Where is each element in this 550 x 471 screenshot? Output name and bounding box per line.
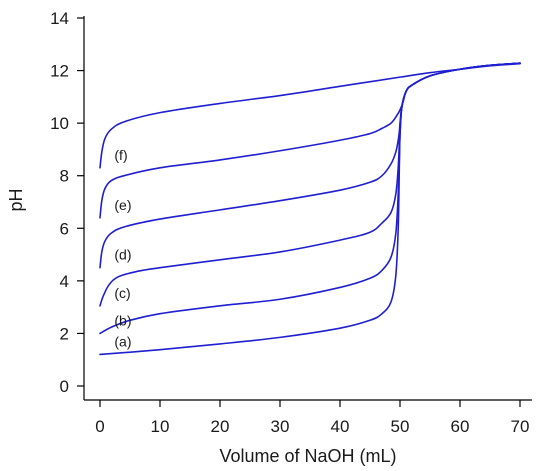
x-tick-label: 50 [391,417,410,436]
y-tick-label: 6 [60,219,69,238]
y-tick-label: 8 [60,167,69,186]
y-tick-label: 4 [60,272,69,291]
curve-c [99,62,521,307]
curve-a [99,62,521,356]
y-tick-label: 10 [50,114,69,133]
curves [99,62,521,356]
curve-label-f: (f) [114,147,127,163]
y-tick-label: 12 [50,62,69,81]
curve-label-b: (b) [114,312,131,328]
y-tick-label: 2 [60,324,69,343]
x-tick-label: 40 [331,417,350,436]
y-tick-label: 14 [50,9,69,28]
curve-f [99,62,521,169]
x-tick-label: 0 [95,417,104,436]
curve-b [99,62,521,335]
x-tick-label: 30 [271,417,290,436]
x-tick-label: 70 [511,417,530,436]
curve-label-e: (e) [114,197,131,213]
x-tick-label: 60 [451,417,470,436]
curve-e [99,62,521,219]
curve-d [99,62,521,269]
y-tick-label: 0 [60,377,69,396]
curve-label-a: (a) [114,333,131,349]
curve-labels: (a) (b) (c) (d) (e) (f) [114,147,131,350]
curve-label-d: (d) [114,247,131,263]
x-axis-label: Volume of NaOH (mL) [219,446,396,466]
curve-label-c: (c) [114,285,130,301]
x-tick-label: 10 [151,417,170,436]
ticks: 0 10 20 30 40 50 60 70 0 2 4 6 8 10 12 14 [50,9,529,436]
y-axis-label: pH [6,188,26,211]
axes [83,16,532,401]
x-tick-label: 20 [211,417,230,436]
